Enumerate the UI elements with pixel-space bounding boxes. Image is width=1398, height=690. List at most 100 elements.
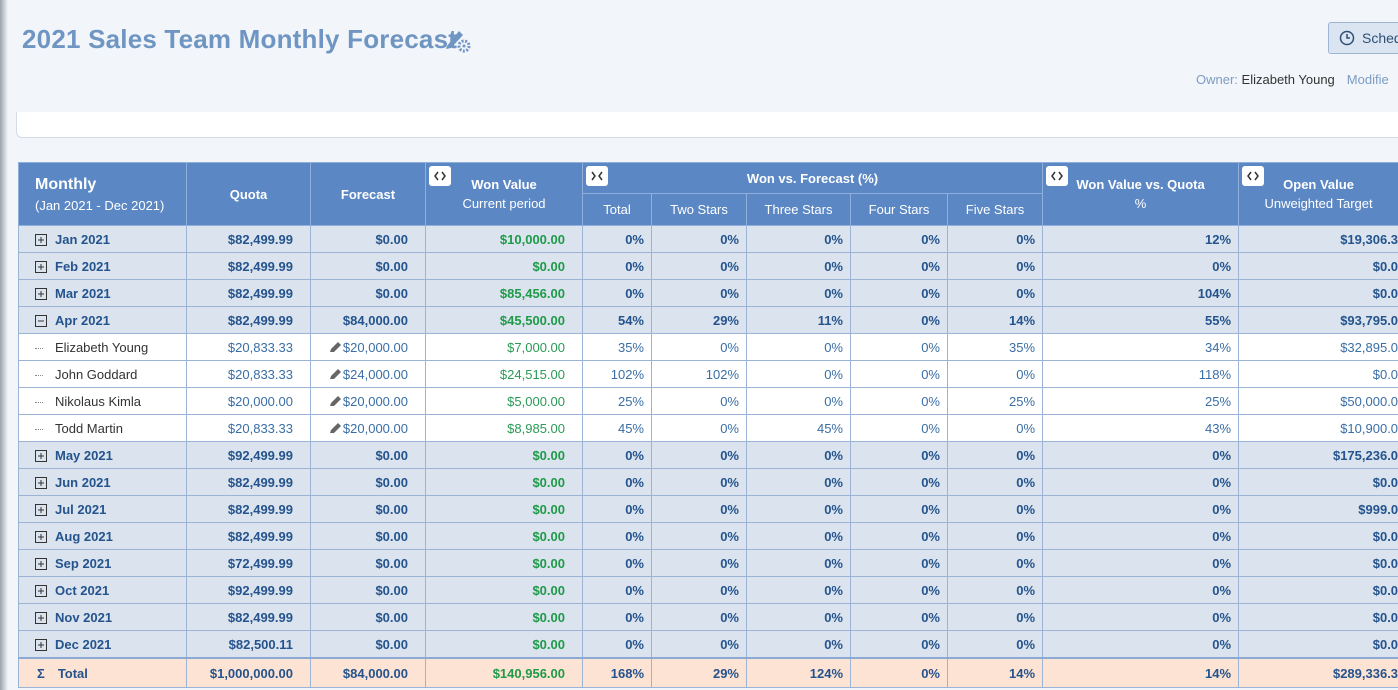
schedule-button[interactable]: Sched <box>1328 22 1398 54</box>
open-value-header[interactable]: Open Value Unweighted Target <box>1238 162 1398 226</box>
month-row[interactable]: Jan 2021 $82,499.99 $0.00 $10,000.00 0% 0% 0% 0… <box>18 225 1398 253</box>
won-value-title: Won Value <box>471 177 537 192</box>
expand-icon[interactable] <box>35 530 47 543</box>
expand-icon[interactable] <box>35 476 47 489</box>
cell-text: $0.00 <box>532 582 565 598</box>
period-header[interactable]: Monthly (Jan 2021 - Dec 2021) <box>18 162 187 226</box>
expand-icon[interactable] <box>35 503 47 516</box>
cell-text: 0% <box>720 447 739 463</box>
month-row[interactable]: Nov 2021 $82,499.99 $0.00 $0.00 0% 0% 0% 0% 0% 0%… <box>18 603 1398 631</box>
expand-icon[interactable] <box>35 260 47 273</box>
cell-text: 0% <box>720 420 739 436</box>
cell-text: 102% <box>610 366 644 382</box>
month-row[interactable]: Mar 2021 $82,499.99 $0.00 $85,456.00 0% 0% 0% 0… <box>18 279 1398 307</box>
subcolumn-header[interactable]: Three Stars <box>746 193 851 226</box>
cell-text: 0% <box>720 501 739 517</box>
value-cell: $20,000.00 <box>310 333 426 361</box>
expand-icon[interactable] <box>35 314 47 327</box>
value-cell: $82,499.99 <box>186 468 311 496</box>
meta: Owner: Elizabeth Young Modifie <box>1196 72 1389 87</box>
cell-text: 25% <box>617 393 644 409</box>
period-title: Monthly <box>35 175 97 193</box>
cell-text: 0% <box>824 582 843 598</box>
won-vs-quota-header[interactable]: Won Value vs. Quota% <box>1042 162 1240 226</box>
quota-header[interactable]: Quota <box>186 162 311 226</box>
cell-text: $92,499.99 <box>227 447 293 463</box>
forecast-header[interactable]: Forecast <box>310 162 426 226</box>
won-value-header[interactable]: Won Value Current period <box>425 162 583 226</box>
subcolumn-header[interactable]: Five Stars <box>946 193 1044 226</box>
month-row[interactable]: May 2021 $92,499.99 $0.00 $0.00 0% 0% 0% 0% 0% 0%… <box>18 441 1398 469</box>
month-row[interactable]: Dec 2021 $82,500.11 $0.00 $0.00 0% 0% 0% 0% 0% 0%… <box>18 630 1398 659</box>
forecast-title: Forecast <box>340 186 396 202</box>
cell-text: Elizabeth Young <box>55 339 149 355</box>
value-cell: 25% <box>946 387 1044 415</box>
month-row[interactable]: Aug 2021 $82,499.99 $0.00 $0.00 0% 0% 0% 0% 0% 0%… <box>18 522 1398 550</box>
value-cell: $0.00 <box>310 495 426 523</box>
month-row[interactable]: Jul 2021 $82,499.99 $0.00 $0.00 0% 0% 0% 0% 0% 0%… <box>18 495 1398 523</box>
toggle-icon[interactable] <box>1046 166 1069 186</box>
month-row[interactable]: Feb 2021 $82,499.99 $0.00 $0.00 0% 0% 0% 0% 0% 0%… <box>18 252 1398 280</box>
toggle-icon[interactable] <box>1242 166 1265 186</box>
edit-settings-icon[interactable] <box>443 26 473 54</box>
toggle-icon[interactable] <box>586 166 608 186</box>
subcolumn-title: Three Stars <box>764 202 833 217</box>
value-cell: 14% <box>946 306 1044 334</box>
cell-text: 124% <box>809 665 843 681</box>
cell-text: Feb 2021 <box>55 258 111 274</box>
month-row[interactable]: Apr 2021 $82,499.99 $84,000.00 $45,500.00 54… <box>18 306 1398 334</box>
cell-text: 45% <box>816 420 843 436</box>
won-vs-forecast-header[interactable]: Won vs. Forecast (%) <box>581 162 1044 194</box>
edit-icon[interactable] <box>329 368 343 380</box>
value-cell: 0% <box>746 252 851 280</box>
value-cell: $20,000.00 <box>310 387 426 415</box>
cell-text: $20,833.33 <box>227 366 293 382</box>
value-cell: $0.0 <box>1238 279 1398 307</box>
month-row[interactable]: Sep 2021 $72,499.99 $0.00 $0.00 0% 0% 0% 0% 0% 0%… <box>18 549 1398 577</box>
expand-icon[interactable] <box>35 449 47 462</box>
value-cell: 0% <box>850 657 948 688</box>
subcolumn-header[interactable]: Four Stars <box>850 193 948 226</box>
value-cell: $10,900.0 <box>1238 414 1398 442</box>
edit-icon[interactable] <box>329 422 343 434</box>
value-cell: 0% <box>651 495 747 523</box>
cell-text: 0% <box>1016 447 1036 463</box>
subcolumn-header[interactable]: Total <box>582 193 652 226</box>
owner-label: Owner: <box>1196 72 1238 87</box>
expand-icon[interactable] <box>35 233 47 246</box>
cell-text: $0.00 <box>375 231 408 247</box>
cell-text: 0% <box>1016 501 1036 517</box>
cell-text: $0.0 <box>1372 528 1398 544</box>
expand-icon[interactable] <box>35 638 47 651</box>
schedule-label: Sched <box>1362 30 1398 46</box>
edit-icon[interactable] <box>329 395 343 407</box>
value-cell: 0% <box>651 441 747 469</box>
subcolumn-header[interactable]: Two Stars <box>651 193 747 226</box>
value-cell: 29% <box>651 306 747 334</box>
cell-text: 0% <box>824 285 843 301</box>
value-cell: $0.00 <box>425 549 583 577</box>
value-cell: $0.00 <box>425 252 583 280</box>
value-cell: 43% <box>1042 414 1240 442</box>
cell-text: $82,499.99 <box>227 474 293 490</box>
won-vs-forecast-title: Won vs. Forecast (%) <box>746 170 879 186</box>
value-cell: 0% <box>1042 441 1240 469</box>
month-row[interactable]: Oct 2021 $92,499.99 $0.00 $0.00 0% 0% 0% 0% 0% 0%… <box>18 576 1398 604</box>
expand-icon[interactable] <box>35 287 47 300</box>
toggle-icon[interactable] <box>429 166 451 186</box>
cell-text: $7,000.00 <box>507 339 565 355</box>
total-row: Σ Total $1,000,000.00 $84,000.00 $140,956.0… <box>18 657 1398 688</box>
expand-icon[interactable] <box>35 584 47 597</box>
cell-text: $20,000.00 <box>342 339 408 355</box>
value-cell: 0% <box>946 279 1044 307</box>
value-cell: 0% <box>746 360 851 388</box>
expand-icon[interactable] <box>35 557 47 570</box>
cell-text: John Goddard <box>55 366 138 382</box>
month-row[interactable]: Jun 2021 $82,499.99 $0.00 $0.00 0% 0% 0% 0% 0% 0%… <box>18 468 1398 496</box>
cell-text: 25% <box>1009 393 1036 409</box>
edit-icon[interactable] <box>329 341 343 353</box>
value-cell: 0% <box>746 495 851 523</box>
won-vs-quota-sub: % <box>1134 196 1147 211</box>
expand-icon[interactable] <box>35 611 47 624</box>
